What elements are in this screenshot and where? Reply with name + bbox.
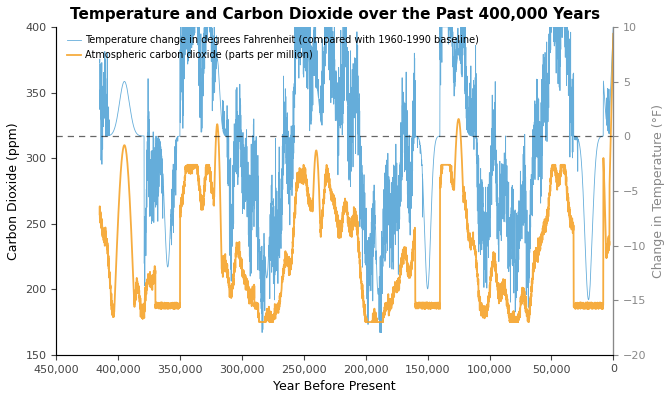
Y-axis label: Change in Temperature (°F): Change in Temperature (°F) [652,104,665,278]
Atmospheric carbon dioxide (parts per million) [187,166,195,171]
X-axis label: Year Before Present: Year Before Present [274,380,396,393]
Atmospheric carbon dioxide (parts per million) [275,307,283,312]
Temperature change in degrees Fahrenheit (compared with 1960-1990 baseline) [378,330,386,335]
Temperature change in degrees Fahrenheit (compared with 1960-1990 baseline) [516,200,524,204]
Temperature change in degrees Fahrenheit (compared with 1960-1990 baseline) [413,134,421,139]
Temperature change in degrees Fahrenheit (compared with 1960-1990 baseline) [275,144,283,149]
Atmospheric carbon dioxide (parts per million) [95,212,103,217]
Temperature change in degrees Fahrenheit (compared with 1960-1990 baseline) [301,24,309,29]
Y-axis label: Carbon Dioxide (ppm): Carbon Dioxide (ppm) [7,122,20,260]
Line: Temperature change in degrees Fahrenheit (compared with 1960-1990 baseline): Temperature change in degrees Fahrenheit… [99,27,614,332]
Temperature change in degrees Fahrenheit (compared with 1960-1990 baseline) [610,24,618,29]
Temperature change in degrees Fahrenheit (compared with 1960-1990 baseline) [95,60,103,65]
Atmospheric carbon dioxide (parts per million) [610,32,618,36]
Title: Temperature and Carbon Dioxide over the Past 400,000 Years: Temperature and Carbon Dioxide over the … [70,7,600,22]
Line: Atmospheric carbon dioxide (parts per million): Atmospheric carbon dioxide (parts per mi… [99,34,614,322]
Atmospheric carbon dioxide (parts per million) [301,180,309,185]
Atmospheric carbon dioxide (parts per million) [226,289,234,294]
Legend: Temperature change in degrees Fahrenheit (compared with 1960-1990 baseline), Atm: Temperature change in degrees Fahrenheit… [67,36,479,60]
Atmospheric carbon dioxide (parts per million) [413,306,421,311]
Temperature change in degrees Fahrenheit (compared with 1960-1990 baseline) [187,24,195,29]
Atmospheric carbon dioxide (parts per million) [525,320,533,324]
Temperature change in degrees Fahrenheit (compared with 1960-1990 baseline) [226,202,234,207]
Atmospheric carbon dioxide (parts per million) [516,306,524,311]
